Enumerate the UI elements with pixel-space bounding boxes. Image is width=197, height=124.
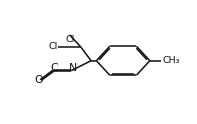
Text: Cl: Cl <box>48 42 58 51</box>
Text: O: O <box>35 75 44 85</box>
Text: N: N <box>69 63 78 73</box>
Text: CH₃: CH₃ <box>162 56 179 65</box>
Text: Cl: Cl <box>66 35 75 44</box>
Text: C: C <box>51 63 58 73</box>
